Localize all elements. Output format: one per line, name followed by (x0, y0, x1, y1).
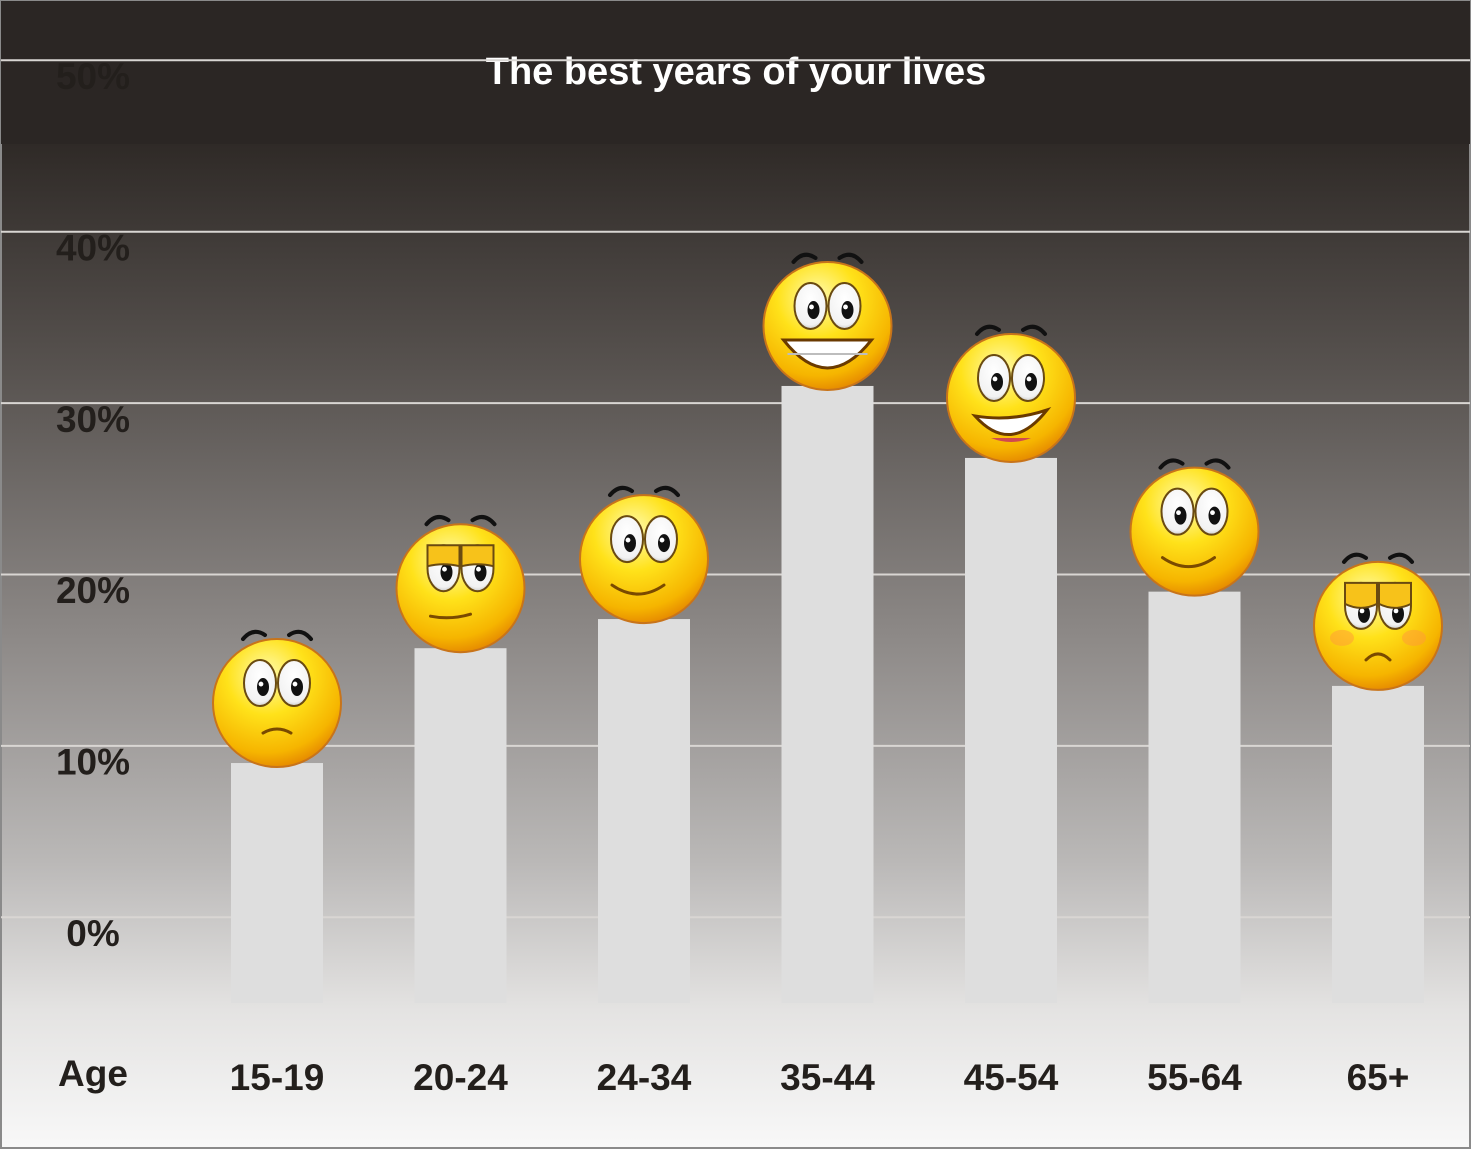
x-tick-label: 65+ (1347, 1057, 1410, 1098)
x-tick-label: 20-24 (413, 1057, 508, 1098)
smiley-smirk-icon (579, 485, 709, 625)
x-tick-label: 24-34 (597, 1057, 692, 1098)
bar (598, 619, 690, 1003)
y-tick-label: 50% (56, 56, 130, 97)
smiley-smile-icon (1129, 458, 1260, 597)
y-axis-tick-labels: 0% 10% 20% 30% 40% 50% (56, 56, 130, 954)
bar (414, 648, 507, 1003)
x-tick-label: 45-54 (964, 1057, 1059, 1098)
x-tick-label: 15-19 (230, 1057, 325, 1098)
bar (965, 457, 1057, 1003)
x-axis-tick-labels: 15-19 20-24 24-34 35-44 45-54 55-64 65+ (230, 1057, 1410, 1098)
x-tick-label: 35-44 (780, 1057, 875, 1098)
y-tick-label: 0% (66, 913, 119, 954)
bar (1332, 685, 1424, 1003)
chart-title: The best years of your lives (486, 51, 987, 93)
smiley-faces (212, 252, 1443, 769)
smiley-worried-icon (212, 629, 342, 769)
y-tick-label: 30% (56, 399, 130, 440)
bars (231, 385, 1424, 1004)
bar (1148, 591, 1241, 1003)
smiley-laugh-icon (946, 324, 1076, 463)
bar (781, 385, 874, 1004)
smiley-grin-icon (762, 252, 893, 391)
x-tick-label: 55-64 (1147, 1057, 1242, 1098)
title-band (1, 1, 1470, 144)
x-axis-label: Age (58, 1053, 128, 1094)
y-tick-label: 20% (56, 570, 130, 611)
y-tick-label: 10% (56, 742, 130, 783)
bar (231, 763, 323, 1003)
y-tick-label: 40% (56, 227, 130, 268)
smiley-sad-icon (1313, 552, 1443, 691)
smiley-skeptical-icon (395, 515, 526, 654)
